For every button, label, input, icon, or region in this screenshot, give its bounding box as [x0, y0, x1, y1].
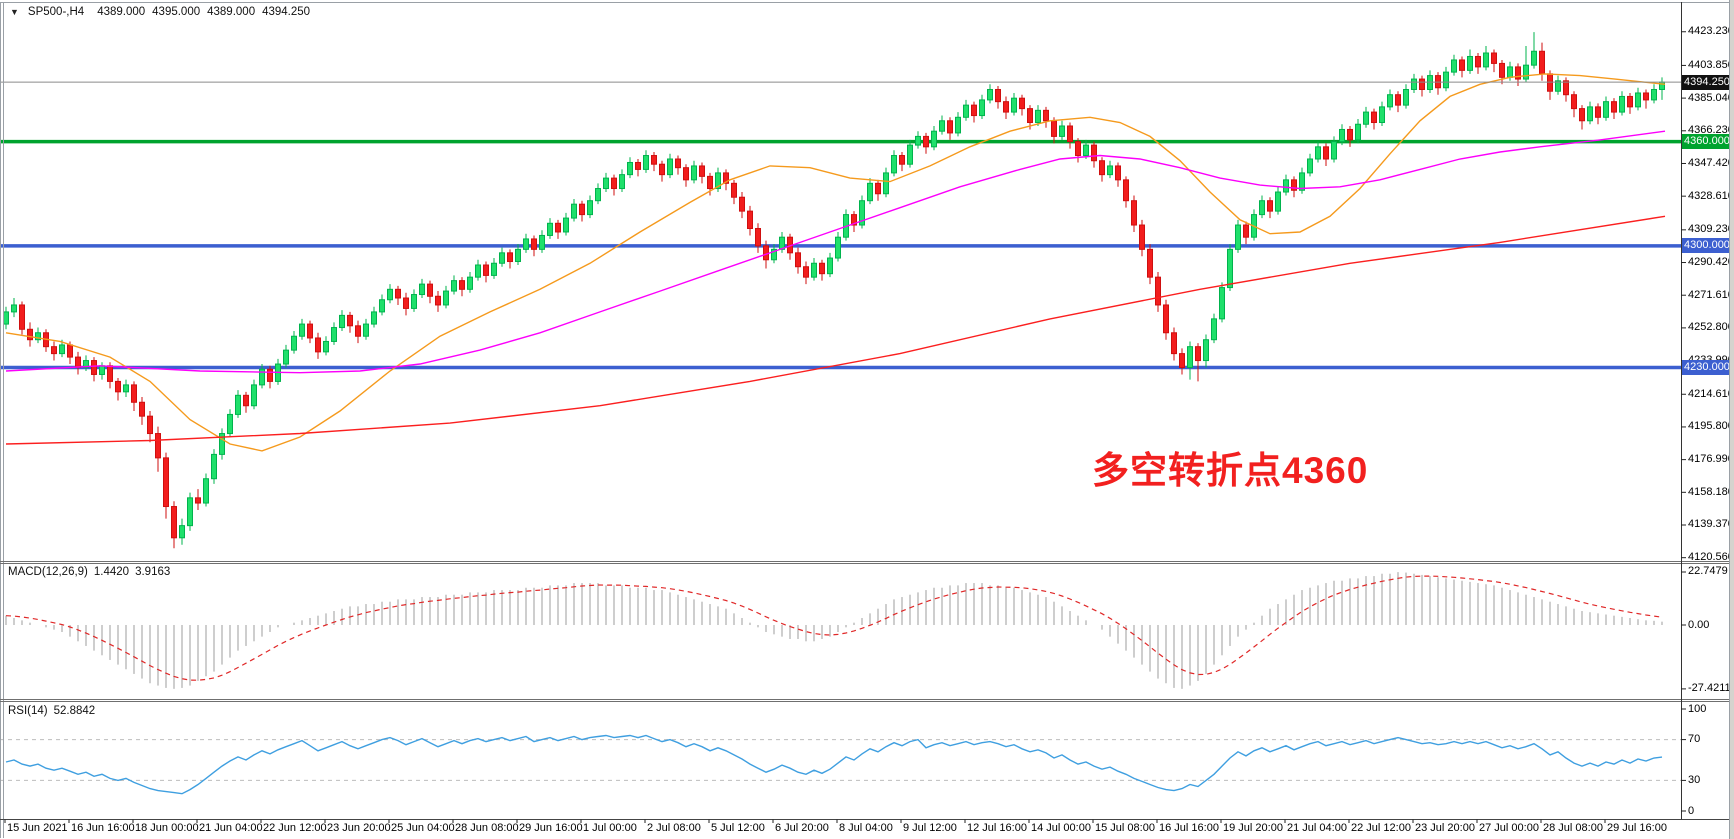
- time-axis-label: 18 Jun 00:00: [135, 822, 199, 834]
- chart-title: ▼ SP500-,H4 4389.000 4395.000 4389.000 4…: [10, 6, 310, 18]
- time-axis-label: 29 Jul 16:00: [1607, 822, 1667, 834]
- price-axis-label: 4120.560: [1688, 551, 1734, 564]
- ma-slow-red: [5, 215, 1666, 445]
- price-axis-label: 4158.180: [1688, 485, 1734, 498]
- time-axis-label: 29 Jun 16:00: [519, 822, 583, 834]
- time-axis-label: 14 Jul 00:00: [1031, 822, 1091, 834]
- hline-price-tag: 4230.000: [1682, 360, 1732, 375]
- time-axis-label: 22 Jul 12:00: [1351, 822, 1411, 834]
- time-axis-label: 9 Jul 12:00: [903, 822, 957, 834]
- rsi-axis-label: 100: [1688, 702, 1707, 715]
- window-right-edge: [1729, 0, 1734, 839]
- hline-price-tag: 4360.000: [1682, 134, 1732, 150]
- price-axis-label: 4366.230: [1688, 124, 1734, 137]
- price-axis-label: 4385.040: [1688, 91, 1734, 104]
- rsi-axis-label: 30: [1688, 773, 1701, 786]
- macd-signal-line: [5, 575, 1663, 681]
- time-axis-label: 21 Jun 04:00: [199, 822, 263, 834]
- hline-price-tag: 4300.000: [1682, 238, 1732, 254]
- time-axis-label: 22 Jun 12:00: [263, 822, 327, 834]
- price-axis-label: 4328.610: [1688, 189, 1734, 202]
- macd-indicator-label: MACD(12,26,9) 1.4420 3.9163: [8, 566, 170, 578]
- time-axis-label: 15 Jul 08:00: [1095, 822, 1155, 834]
- price-axis-label: 4347.420: [1688, 156, 1734, 169]
- price-axis-label: 4139.370: [1688, 518, 1734, 531]
- time-axis-label: 15 Jun 2021: [7, 822, 68, 834]
- chart-annotation-text: 多空转折点4360: [1092, 450, 1369, 491]
- price-axis-label: 4290.420: [1688, 256, 1734, 269]
- time-axis-label: 28 Jul 08:00: [1543, 822, 1603, 834]
- price-axis-label: 4271.610: [1688, 288, 1734, 301]
- macd-main-value: 1.4420: [93, 566, 130, 578]
- price-axis-label: 4195.800: [1688, 420, 1734, 433]
- title-low-value: 4389.000: [207, 6, 256, 18]
- time-axis-label: 28 Jun 08:00: [455, 822, 519, 834]
- rsi-axis-label: 0: [1688, 804, 1695, 817]
- symbol-period-label: SP500-,H4: [27, 6, 85, 18]
- title-open-value: 4389.000: [97, 6, 146, 18]
- time-axis-label: 12 Jul 16:00: [967, 822, 1027, 834]
- rsi-line: [5, 734, 1663, 795]
- symbol-dropdown-icon[interactable]: ▼: [10, 7, 19, 17]
- time-axis-label: 8 Jul 04:00: [839, 822, 893, 834]
- time-axis-label: 16 Jun 16:00: [71, 822, 135, 834]
- ma-mid-magenta: [5, 130, 1666, 374]
- time-axis-label: 19 Jul 20:00: [1223, 822, 1283, 834]
- time-axis-label: 25 Jun 04:00: [391, 822, 455, 834]
- title-close-value: 4394.250: [262, 6, 311, 18]
- rsi-axis-label: 70: [1688, 733, 1701, 746]
- time-axis-label: 21 Jul 04:00: [1287, 822, 1347, 834]
- price-axis-label: 4252.800: [1688, 321, 1734, 334]
- macd-axis-label: -27.4211: [1688, 682, 1731, 695]
- time-axis-label: 6 Jul 20:00: [775, 822, 829, 834]
- time-axis-label: 2 Jul 08:00: [647, 822, 701, 834]
- price-axis-label: 4423.230: [1688, 25, 1734, 38]
- price-axis-label: 4403.850: [1688, 58, 1734, 71]
- price-axis-label: 4176.990: [1688, 453, 1734, 466]
- macd-name: MACD(12,26,9): [8, 566, 88, 578]
- time-axis-label: 16 Jul 16:00: [1159, 822, 1219, 834]
- time-axis-label: 23 Jul 20:00: [1415, 822, 1475, 834]
- macd-axis-label: 22.7479: [1688, 565, 1728, 578]
- time-axis-label: 27 Jul 00:00: [1479, 822, 1539, 834]
- time-axis-label: 5 Jul 12:00: [711, 822, 765, 834]
- time-axis-label: 1 Jul 00:00: [583, 822, 637, 834]
- time-axis-label: 23 Jun 20:00: [327, 822, 391, 834]
- current-price-tag: 4394.250: [1682, 74, 1732, 90]
- price-axis-label: 4214.610: [1688, 387, 1734, 400]
- macd-signal-value: 3.9163: [135, 566, 171, 578]
- macd-axis-label: 0.00: [1688, 618, 1710, 631]
- title-high-value: 4395.000: [152, 6, 201, 18]
- rsi-indicator-label: RSI(14) 52.8842: [8, 705, 95, 717]
- rsi-name: RSI(14): [8, 705, 48, 717]
- rsi-value: 52.8842: [53, 705, 96, 717]
- price-axis-label: 4309.230: [1688, 223, 1734, 236]
